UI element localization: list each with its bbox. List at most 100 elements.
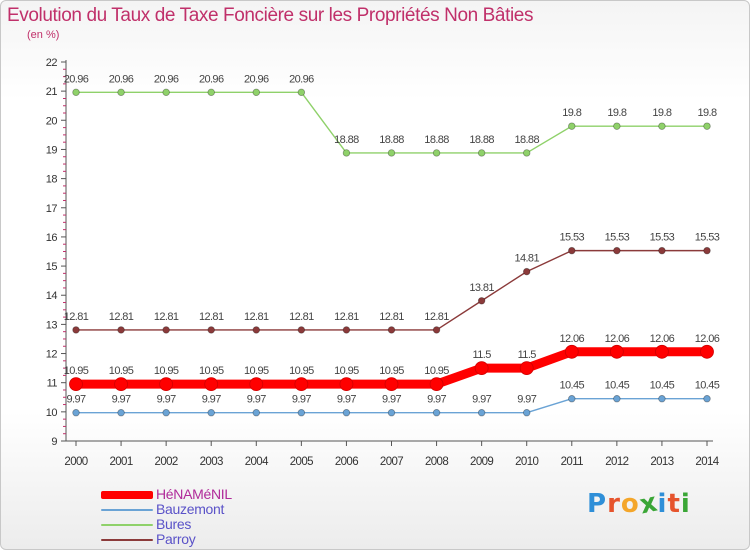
x-tick-label: 2002 <box>155 456 178 468</box>
data-point <box>613 122 621 130</box>
data-label: 9.97 <box>292 394 311 406</box>
data-label: 10.45 <box>560 380 585 392</box>
y-tick-label: 20 <box>46 115 58 127</box>
data-label: 15.53 <box>650 232 675 244</box>
y-tick-label: 11 <box>47 378 58 390</box>
data-point <box>658 246 666 255</box>
data-point <box>339 377 354 392</box>
data-label: 18.88 <box>514 134 539 146</box>
data-label: 18.88 <box>469 134 494 146</box>
data-point <box>252 88 260 97</box>
data-label: 12.81 <box>244 311 269 323</box>
data-label: 11.5 <box>473 349 492 361</box>
data-point <box>432 326 441 334</box>
data-label: 10.95 <box>289 365 314 377</box>
data-label: 11.5 <box>518 349 537 361</box>
data-point <box>294 377 309 392</box>
data-label: 12.81 <box>109 311 134 323</box>
data-point <box>162 409 170 417</box>
data-point <box>703 395 711 403</box>
data-point <box>429 377 444 392</box>
x-tick-label: 2007 <box>380 456 403 468</box>
data-label: 10.95 <box>244 365 269 377</box>
data-label: 15.53 <box>560 232 585 244</box>
data-point <box>432 409 441 417</box>
data-point <box>204 377 219 392</box>
data-label: 12.06 <box>650 333 675 345</box>
data-point <box>72 326 80 334</box>
legend-item-bures: Bures <box>101 516 361 532</box>
legend-swatch <box>101 524 153 526</box>
data-point <box>297 409 306 417</box>
y-tick-label: 18 <box>46 174 58 186</box>
data-point <box>568 122 576 130</box>
legend-item-hénaménil: HéNAMéNIL <box>101 486 361 502</box>
data-point <box>477 409 486 417</box>
data-point <box>700 344 714 359</box>
data-point <box>297 326 306 334</box>
data-point <box>162 326 170 334</box>
y-tick-label: 10 <box>46 407 58 419</box>
data-point <box>568 246 576 255</box>
x-tick-label: 2006 <box>335 456 358 468</box>
data-point <box>207 88 215 97</box>
data-point <box>297 88 306 97</box>
y-tick-label: 12 <box>46 349 58 361</box>
data-label: 12.06 <box>695 333 720 345</box>
data-point <box>523 409 531 417</box>
series-parroy: 12.81 12.81 12.81 12.81 12.81 12.81 12.81 12.81… <box>64 232 720 334</box>
data-point <box>72 409 80 417</box>
data-point <box>252 409 260 417</box>
data-point <box>207 326 215 334</box>
legend-swatch <box>101 509 153 511</box>
data-label: 15.53 <box>695 232 720 244</box>
legend-item-parroy: Parroy <box>101 531 361 547</box>
data-label: 9.97 <box>112 394 131 406</box>
data-point <box>162 88 170 97</box>
data-point <box>703 246 711 255</box>
data-point <box>613 395 621 403</box>
data-label: 10.95 <box>334 365 359 377</box>
data-label: 19.8 <box>652 107 671 119</box>
data-point <box>114 377 128 392</box>
data-label: 20.96 <box>244 73 269 85</box>
y-tick-label: 21 <box>46 86 58 98</box>
data-label: 20.96 <box>154 73 179 85</box>
chart-subtitle: (en %) <box>27 29 60 41</box>
data-point <box>384 377 399 392</box>
data-point <box>658 395 666 403</box>
data-point <box>523 149 531 157</box>
x-tick-label: 2012 <box>605 456 628 468</box>
y-tick-label: 14 <box>46 290 58 302</box>
x-tick-label: 2005 <box>290 456 313 468</box>
data-label: 10.95 <box>199 365 224 377</box>
data-label: 20.96 <box>109 73 134 85</box>
data-point <box>117 88 125 97</box>
legend-item-bauzemont: Bauzemont <box>101 501 361 517</box>
data-point <box>658 122 666 130</box>
x-tick-label: 2013 <box>650 456 673 468</box>
data-label: 9.97 <box>202 394 221 406</box>
data-label: 12.81 <box>64 311 89 323</box>
chart-legend: HéNAMéNIL Bauzemont Bures Parroy <box>101 486 361 547</box>
data-point <box>342 149 351 157</box>
data-point <box>69 377 83 392</box>
data-point <box>477 149 486 157</box>
y-tick-label: 9 <box>51 436 57 448</box>
legend-swatch <box>101 491 153 499</box>
series-hénaménil: 10.95 10.95 10.95 10.95 10.95 10.95 10.95 10.95… <box>64 333 720 392</box>
data-point <box>564 344 579 359</box>
data-label: 19.8 <box>697 107 716 119</box>
data-label: 10.95 <box>154 365 179 377</box>
legend-label: Bauzemont <box>156 501 225 517</box>
data-label: 12.81 <box>424 311 449 323</box>
data-label: 9.97 <box>427 394 446 406</box>
data-label: 9.97 <box>247 394 266 406</box>
data-label: 13.81 <box>469 282 494 294</box>
data-label: 10.45 <box>695 380 720 392</box>
data-point <box>72 88 80 97</box>
data-point <box>117 409 125 417</box>
chart-title: Evolution du Taux de Taxe Foncière sur l… <box>7 5 534 26</box>
